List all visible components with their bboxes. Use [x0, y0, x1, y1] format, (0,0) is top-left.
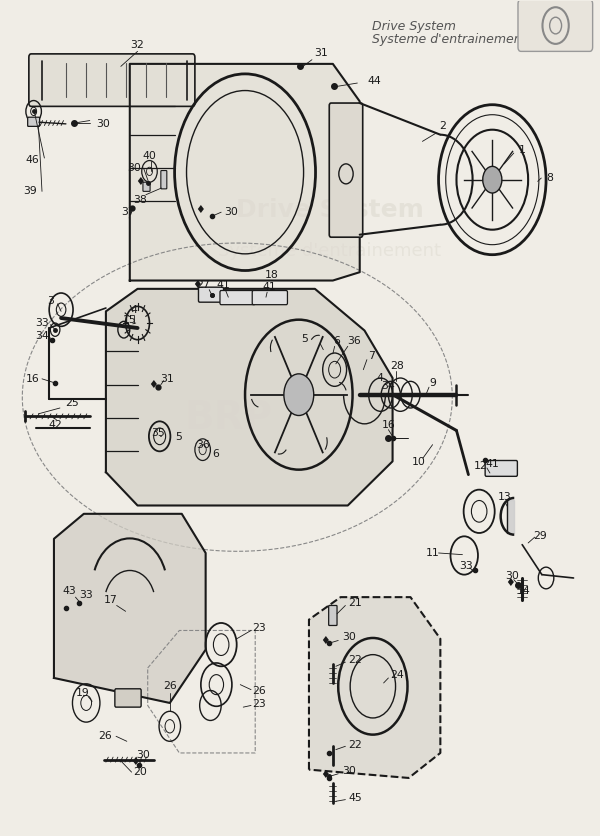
Text: 15: 15 — [123, 314, 137, 324]
Text: 19: 19 — [76, 688, 89, 698]
Text: 30: 30 — [96, 119, 110, 129]
Text: ♦: ♦ — [505, 578, 515, 588]
Text: 44: 44 — [368, 75, 382, 85]
Text: 34: 34 — [35, 331, 49, 341]
Text: 25: 25 — [65, 398, 79, 408]
Text: 39: 39 — [23, 186, 37, 196]
FancyBboxPatch shape — [29, 54, 195, 106]
Text: 30: 30 — [127, 163, 141, 173]
Polygon shape — [54, 514, 206, 703]
Text: 5: 5 — [175, 432, 182, 442]
Text: 38: 38 — [133, 195, 147, 205]
Text: Systeme d'entrainement: Systeme d'entrainement — [218, 242, 442, 260]
Text: 4: 4 — [377, 373, 383, 383]
Text: 23: 23 — [253, 623, 266, 633]
Text: 30: 30 — [342, 632, 356, 642]
Text: 36: 36 — [196, 441, 209, 451]
FancyBboxPatch shape — [199, 288, 224, 302]
Text: 22: 22 — [348, 740, 362, 750]
Text: 27: 27 — [196, 280, 210, 290]
Text: 29: 29 — [533, 532, 547, 542]
Polygon shape — [309, 597, 440, 778]
Text: 8: 8 — [546, 173, 553, 183]
Text: 31: 31 — [161, 374, 174, 384]
Text: Systeme d'entrainement: Systeme d'entrainement — [371, 33, 526, 46]
Text: 28: 28 — [390, 361, 404, 371]
Text: 33: 33 — [459, 561, 473, 571]
Text: Drive System: Drive System — [236, 197, 424, 222]
Text: 24: 24 — [390, 670, 404, 680]
FancyBboxPatch shape — [252, 291, 287, 304]
Text: 6: 6 — [212, 449, 218, 459]
Text: ♦: ♦ — [148, 380, 158, 390]
FancyBboxPatch shape — [329, 103, 363, 237]
FancyBboxPatch shape — [161, 171, 167, 189]
Text: 10: 10 — [412, 457, 425, 467]
Text: 17: 17 — [104, 594, 118, 604]
Text: 41: 41 — [217, 280, 230, 290]
Text: Drive System: Drive System — [371, 20, 455, 33]
FancyBboxPatch shape — [485, 461, 517, 477]
Text: 20: 20 — [134, 767, 148, 777]
Text: 33: 33 — [79, 589, 93, 599]
Text: 30: 30 — [342, 767, 356, 777]
FancyBboxPatch shape — [115, 689, 141, 707]
Text: 34: 34 — [382, 380, 395, 390]
FancyBboxPatch shape — [220, 291, 255, 304]
Text: 12: 12 — [473, 461, 487, 472]
Text: 26: 26 — [253, 686, 266, 696]
Text: 37: 37 — [121, 207, 135, 217]
Text: 43: 43 — [62, 586, 76, 596]
Polygon shape — [507, 500, 514, 533]
FancyBboxPatch shape — [329, 605, 337, 625]
Text: ♦: ♦ — [130, 757, 140, 767]
Text: ♦: ♦ — [193, 280, 202, 290]
Text: 31: 31 — [314, 48, 328, 58]
Text: 18: 18 — [265, 270, 278, 280]
Text: 16: 16 — [382, 420, 395, 430]
FancyBboxPatch shape — [28, 117, 40, 126]
Text: 30: 30 — [505, 571, 519, 581]
Text: 2: 2 — [439, 121, 446, 131]
Text: 40: 40 — [143, 150, 157, 161]
Text: 1: 1 — [519, 145, 526, 155]
Text: 36: 36 — [347, 335, 361, 345]
Text: 35: 35 — [151, 428, 165, 438]
Text: 41: 41 — [485, 459, 499, 469]
Text: 5: 5 — [301, 334, 308, 344]
Text: ♦: ♦ — [135, 177, 145, 187]
Text: 45: 45 — [348, 793, 362, 803]
Text: 42: 42 — [48, 420, 62, 430]
Text: 32: 32 — [131, 40, 145, 49]
Text: 26: 26 — [163, 681, 176, 691]
Text: 7: 7 — [368, 350, 375, 360]
Text: 3: 3 — [47, 296, 54, 306]
Text: 9: 9 — [429, 378, 436, 388]
Text: 30: 30 — [224, 207, 238, 217]
Text: ♦: ♦ — [320, 636, 330, 646]
Text: 21: 21 — [348, 598, 362, 608]
Text: 33: 33 — [35, 318, 49, 328]
Text: 14: 14 — [517, 586, 531, 596]
Text: 46: 46 — [26, 155, 40, 165]
Circle shape — [483, 166, 502, 193]
Text: 4: 4 — [131, 304, 137, 314]
Text: 16: 16 — [26, 374, 40, 384]
Text: BRP: BRP — [184, 399, 272, 437]
Text: ♦: ♦ — [320, 770, 330, 780]
FancyBboxPatch shape — [143, 182, 150, 191]
Text: 26: 26 — [98, 732, 112, 742]
Circle shape — [284, 374, 314, 415]
Text: 11: 11 — [426, 548, 439, 558]
Text: 13: 13 — [497, 492, 511, 502]
Text: ♦: ♦ — [195, 205, 205, 215]
Polygon shape — [106, 289, 392, 506]
Polygon shape — [130, 64, 360, 281]
Text: 22: 22 — [348, 655, 362, 665]
Text: 6: 6 — [334, 336, 340, 346]
Text: 23: 23 — [253, 699, 266, 709]
Text: 41: 41 — [262, 283, 276, 293]
FancyBboxPatch shape — [518, 0, 593, 51]
Text: 30: 30 — [137, 750, 151, 760]
